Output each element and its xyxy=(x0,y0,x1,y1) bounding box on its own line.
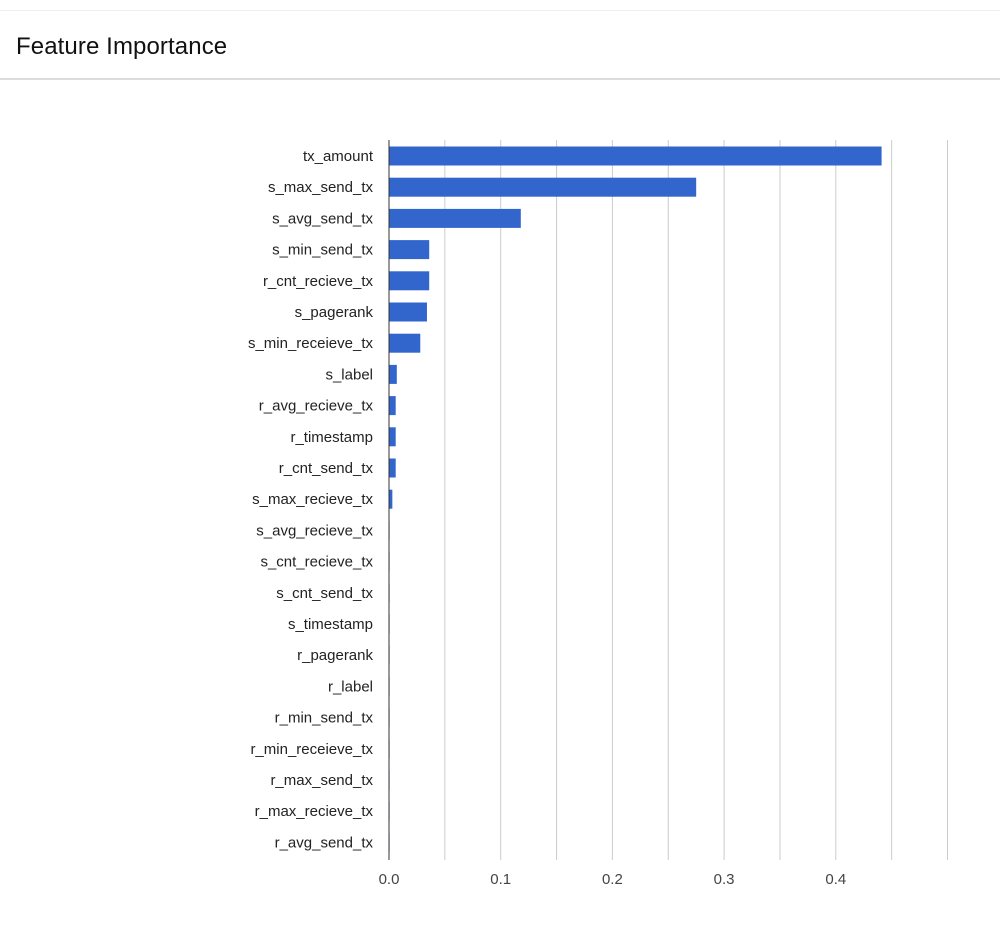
category-label: s_avg_recieve_tx xyxy=(256,522,373,539)
category-label: r_cnt_send_tx xyxy=(279,460,374,477)
bar-r_cnt_send_tx[interactable] xyxy=(389,458,396,478)
category-label: r_avg_send_tx xyxy=(275,834,374,851)
x-tick-label: 0.3 xyxy=(714,871,735,888)
top-border xyxy=(0,10,1000,11)
category-label: r_max_recieve_tx xyxy=(255,803,374,820)
category-label: s_pagerank xyxy=(295,304,374,321)
category-label: s_max_send_tx xyxy=(268,179,374,196)
bar-tx_amount[interactable] xyxy=(389,146,882,166)
category-label: s_cnt_send_tx xyxy=(276,585,373,602)
bar-s_min_send_tx[interactable] xyxy=(389,240,430,260)
title-divider xyxy=(0,78,1000,80)
category-label: s_cnt_recieve_tx xyxy=(260,554,373,571)
category-label: s_timestamp xyxy=(288,616,373,633)
category-label: s_min_receieve_tx xyxy=(248,335,374,352)
bar-s_max_send_tx[interactable] xyxy=(389,177,697,197)
category-label: r_max_send_tx xyxy=(270,772,373,789)
x-tick-label: 0.4 xyxy=(825,871,846,888)
bar-s_min_receieve_tx[interactable] xyxy=(389,333,421,353)
category-label: s_min_send_tx xyxy=(272,242,373,259)
bar-s_label[interactable] xyxy=(389,364,397,384)
category-label: s_avg_send_tx xyxy=(272,210,373,227)
x-tick-labels: 0.0 0.1 0.2 0.3 0.4 xyxy=(379,871,847,888)
bar-r_avg_recieve_tx[interactable] xyxy=(389,396,396,416)
category-label: s_max_recieve_tx xyxy=(252,491,373,508)
category-label: tx_amount xyxy=(303,148,374,165)
bar-r_cnt_recieve_tx[interactable] xyxy=(389,271,430,291)
category-label: r_min_receieve_tx xyxy=(250,741,373,758)
x-tick-label: 0.1 xyxy=(490,871,511,888)
category-label: s_label xyxy=(325,366,373,383)
category-label: r_cnt_recieve_tx xyxy=(263,273,374,290)
category-label: r_label xyxy=(328,678,373,695)
category-label: r_timestamp xyxy=(290,429,373,446)
bar-s_max_recieve_tx[interactable] xyxy=(389,489,393,509)
category-label: r_pagerank xyxy=(297,647,373,664)
panel-title: Feature Importance xyxy=(16,33,228,60)
category-labels: tx_amount s_max_send_tx s_avg_send_tx s_min… xyxy=(248,148,374,851)
x-tick-label: 0.0 xyxy=(379,871,400,888)
bars xyxy=(389,146,882,852)
bar-r_timestamp[interactable] xyxy=(389,427,396,447)
category-label: r_min_send_tx xyxy=(275,710,374,727)
gridlines xyxy=(444,140,948,860)
bar-s_pagerank[interactable] xyxy=(389,302,427,322)
bar-s_avg_send_tx[interactable] xyxy=(389,208,521,228)
category-label: r_avg_recieve_tx xyxy=(259,398,374,415)
x-tick-label: 0.2 xyxy=(602,871,623,888)
